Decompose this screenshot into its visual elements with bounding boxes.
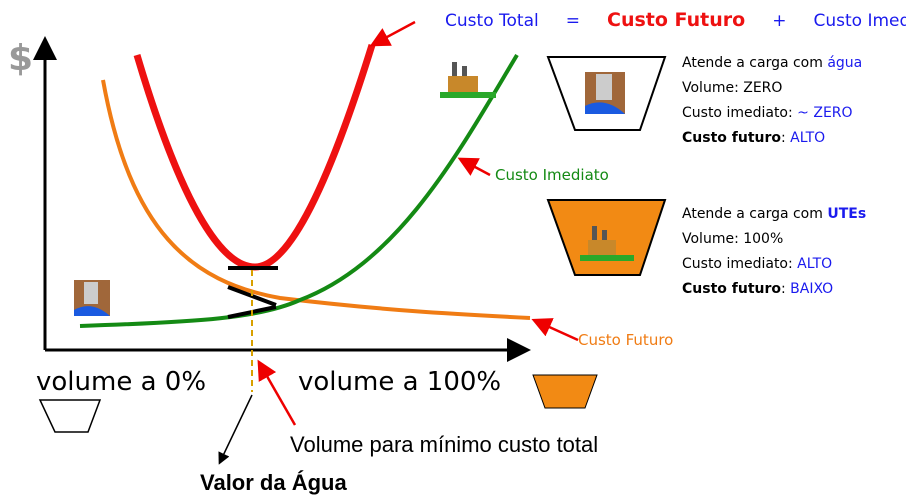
panel-text: Volume: ZERO <box>682 80 782 96</box>
dam-icon <box>74 72 625 316</box>
plant-icon <box>440 62 634 261</box>
panel-text: : <box>781 130 786 146</box>
panel-line: Volume: 100% <box>682 231 783 247</box>
panel-line: Custo futuro: ALTO <box>682 130 825 146</box>
panel-text: Custo imediato: <box>682 105 793 121</box>
panel-value: água <box>827 55 862 71</box>
panel-line: Atende a carga com UTEs <box>682 206 866 222</box>
future-label: Custo Futuro <box>607 9 745 31</box>
plus: + <box>772 11 786 31</box>
equals: = <box>566 11 580 31</box>
arrow <box>531 318 579 342</box>
panel-text: Atende a carga com <box>682 206 823 222</box>
panel-value: ALTO <box>790 130 825 146</box>
panel-value: ~ ZERO <box>797 105 852 121</box>
panel-text: Volume: 100% <box>682 231 783 247</box>
panel-line: Volume: ZERO <box>682 80 782 96</box>
panel-line: Custo imediato: ALTO <box>682 256 832 272</box>
panel-text: Atende a carga com <box>682 55 823 71</box>
panels: Atende a carga com água Volume: ZERO Custo… <box>682 55 866 297</box>
panel-value: UTEs <box>827 206 866 222</box>
arrow <box>257 359 297 426</box>
panel-value: ALTO <box>797 256 832 272</box>
water-value-label: Valor da Água <box>200 470 347 495</box>
panel-line: Atende a carga com água <box>682 55 862 71</box>
future-curve <box>101 79 531 320</box>
panel-value: BAIXO <box>790 281 833 297</box>
arrow <box>457 157 491 177</box>
empty-reservoir <box>38 399 102 433</box>
x-left-label: volume a 0% <box>36 367 206 397</box>
minimum-label: Volume para mínimo custo total <box>290 432 598 457</box>
header: Custo Total = Custo Futuro + Custo Imedi… <box>418 9 906 31</box>
total-curve <box>133 43 376 271</box>
immediate-curve-label: Custo Imediato <box>495 166 609 184</box>
arrow <box>218 394 253 465</box>
immediate-label: Custo Imediato <box>813 11 906 31</box>
panel-text: Custo futuro <box>682 130 781 146</box>
panel-line: Custo futuro: BAIXO <box>682 281 833 297</box>
y-symbol: $ <box>8 38 33 79</box>
x-right-label: volume a 100% <box>298 367 501 397</box>
full-reservoir <box>532 374 598 409</box>
immediate-curve <box>79 53 519 328</box>
panel-line: Custo imediato: ~ ZERO <box>682 105 853 121</box>
future-curve-label: Custo Futuro <box>578 331 673 349</box>
panel-text: Custo imediato: <box>682 256 793 272</box>
panel-text: Custo futuro <box>682 281 781 297</box>
panel-text: : <box>781 281 786 297</box>
total-label: Custo Total <box>445 11 539 31</box>
arrow <box>369 20 416 47</box>
